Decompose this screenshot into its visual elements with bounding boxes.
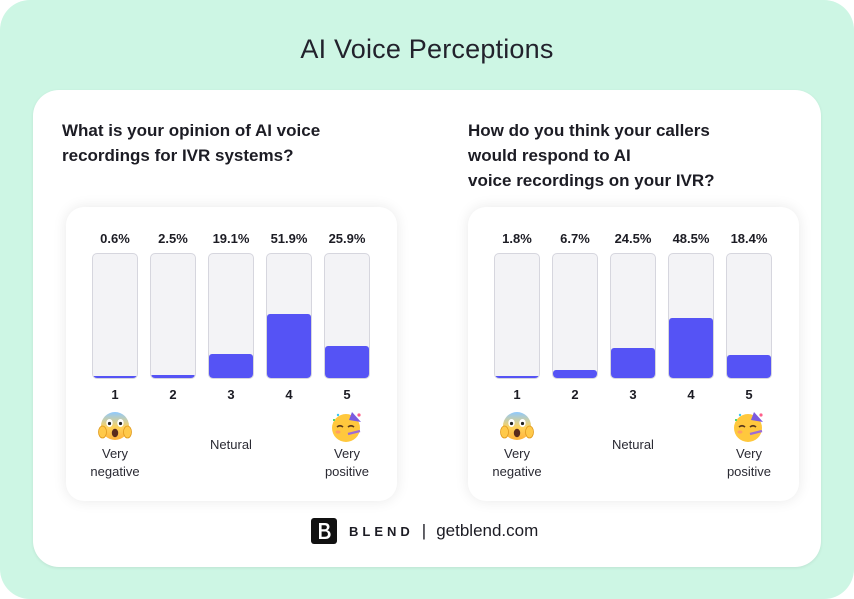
- category-label: 2: [169, 387, 177, 402]
- brand-url: getblend.com: [436, 521, 539, 540]
- value-label: 51.9%: [270, 231, 308, 246]
- value-label: 19.1%: [212, 231, 250, 246]
- bar-track: [266, 253, 312, 379]
- screaming-face-icon: [500, 410, 534, 444]
- bar-track: [552, 253, 598, 379]
- bar: [209, 354, 253, 378]
- bar: [553, 369, 597, 378]
- category-label: 1: [513, 387, 521, 402]
- brand-separator: |: [421, 521, 427, 540]
- category-label: 5: [745, 387, 753, 402]
- bar-track: [726, 253, 772, 379]
- blend-logo-icon: [311, 518, 337, 544]
- bar-track: [668, 253, 714, 379]
- value-label: 25.9%: [328, 231, 366, 246]
- value-label: 2.5%: [158, 231, 188, 246]
- scale-label-neutral: Netural: [612, 437, 654, 452]
- scale-label-very-positive: Very positive: [709, 445, 789, 481]
- scale-label-line: negative: [90, 464, 140, 479]
- scale-label-line: positive: [324, 464, 370, 479]
- category-label: 2: [571, 387, 579, 402]
- bar: [151, 374, 195, 378]
- chart-2-question-line: How do you think your callers: [468, 121, 710, 140]
- chart-1-question-line: recordings for IVR systems?: [62, 146, 294, 165]
- bar: [325, 345, 369, 378]
- scale-label-line: Very: [735, 446, 762, 461]
- chart-2-question-line: voice recordings on your IVR?: [468, 171, 715, 190]
- bar-track: [208, 253, 254, 379]
- scale-label-line: Very: [333, 446, 360, 461]
- bar-track: [324, 253, 370, 379]
- screaming-face-icon: [98, 410, 132, 444]
- bar-track: [494, 253, 540, 379]
- brand-name: BLEND: [349, 523, 414, 539]
- value-label: 0.6%: [100, 231, 130, 246]
- chart-2-question-line: would respond to AI: [468, 146, 631, 165]
- scale-label-very-negative: Very negative: [75, 445, 155, 481]
- bar-track: [610, 253, 656, 379]
- value-label: 24.5%: [614, 231, 652, 246]
- scale-label-line: positive: [726, 464, 772, 479]
- bar: [727, 355, 771, 378]
- footer-brand: BLEND | getblend.com: [311, 517, 538, 545]
- chart-1-question-line: What is your opinion of AI voice: [62, 121, 321, 140]
- bar-track: [92, 253, 138, 379]
- scale-label-line: Very: [503, 446, 530, 461]
- content-card: What is your opinion of AI voice recordi…: [33, 90, 821, 567]
- scale-label-neutral: Netural: [210, 437, 252, 452]
- value-label: 18.4%: [730, 231, 768, 246]
- bar: [495, 375, 539, 378]
- value-label: 48.5%: [672, 231, 710, 246]
- scale-label-line: negative: [492, 464, 542, 479]
- value-label: 6.7%: [560, 231, 590, 246]
- category-label: 1: [111, 387, 119, 402]
- scale-label-very-negative: Very negative: [477, 445, 557, 481]
- bar: [669, 317, 713, 378]
- chart-2-question: How do you think your callers would resp…: [468, 118, 715, 193]
- bar: [93, 376, 137, 378]
- page-title: AI Voice Perceptions: [300, 34, 554, 64]
- scale-label-very-positive: Very positive: [307, 445, 387, 481]
- category-label: 4: [687, 387, 695, 402]
- category-label: 3: [629, 387, 637, 402]
- scale-label-line: Very: [101, 446, 128, 461]
- value-label: 1.8%: [502, 231, 532, 246]
- partying-face-icon: [330, 410, 364, 444]
- chart-2-panel: 1.8% 1 6.7% 2 24.5% 3 48.5% 4 18.4% 5 Very negative…: [468, 207, 799, 501]
- bar: [611, 347, 655, 378]
- bar-track: [150, 253, 196, 379]
- category-label: 4: [285, 387, 293, 402]
- bar: [267, 313, 311, 378]
- partying-face-icon: [732, 410, 766, 444]
- category-label: 3: [227, 387, 235, 402]
- category-label: 5: [343, 387, 351, 402]
- chart-1-panel: 0.6% 1 2.5% 2 19.1% 3 51.9% 4 25.9% 5 Very negative…: [66, 207, 397, 501]
- chart-1-question: What is your opinion of AI voice recordi…: [62, 118, 320, 168]
